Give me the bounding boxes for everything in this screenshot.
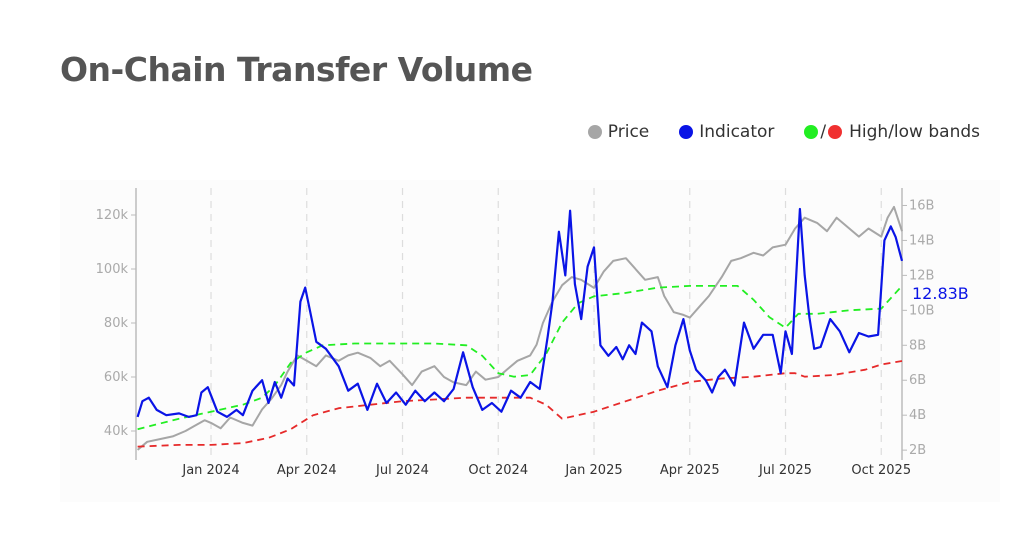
legend-item-bands[interactable]: / High/low bands (804, 122, 980, 142)
legend-item-price[interactable]: Price (587, 122, 650, 142)
left-tick-label: 100k (96, 262, 129, 277)
left-tick-label: 120k (96, 208, 129, 223)
x-tick-label: Jul 2024 (375, 463, 429, 478)
last-value-label: 12.83B (912, 284, 969, 303)
high-band-line (137, 284, 903, 431)
left-tick-label: 80k (104, 316, 129, 331)
x-tick-label: Oct 2024 (468, 463, 528, 478)
left-tick-label: 40k (104, 424, 129, 439)
x-tick-label: Apr 2025 (660, 463, 720, 478)
legend-label-bands: High/low bands (849, 122, 980, 142)
left-tick-label: 60k (104, 370, 129, 385)
high-band-dot-icon (804, 125, 819, 139)
x-tick-label: Apr 2024 (277, 463, 337, 478)
right-tick-label: 4B (909, 408, 926, 423)
right-tick-label: 12B (909, 268, 934, 283)
low-band-dot-icon (828, 125, 843, 139)
x-tick-label: Oct 2025 (851, 463, 911, 478)
right-tick-label: 2B (909, 443, 926, 458)
legend-label-indicator: Indicator (699, 122, 775, 142)
right-tick-label: 14B (909, 233, 934, 248)
chart-legend: Price Indicator / High/low bands (587, 122, 980, 142)
right-tick-label: 8B (909, 338, 926, 353)
page-title: On-Chain Transfer Volume (60, 50, 533, 89)
indicator-line (136, 207, 904, 418)
legend-item-indicator[interactable]: Indicator (679, 122, 774, 142)
right-tick-label: 10B (909, 303, 934, 318)
right-tick-label: 16B (909, 198, 934, 213)
legend-label-price: Price (607, 122, 650, 142)
price-line (136, 205, 903, 451)
legend-slash: / (820, 122, 827, 142)
price-dot-icon (587, 125, 602, 139)
indicator-dot-icon (679, 125, 694, 139)
low-band-line (137, 360, 903, 448)
x-tick-label: Jan 2025 (564, 463, 622, 478)
right-tick-label: 6B (909, 373, 926, 388)
x-tick-label: Jul 2025 (758, 463, 812, 478)
x-tick-label: Jan 2024 (181, 463, 239, 478)
